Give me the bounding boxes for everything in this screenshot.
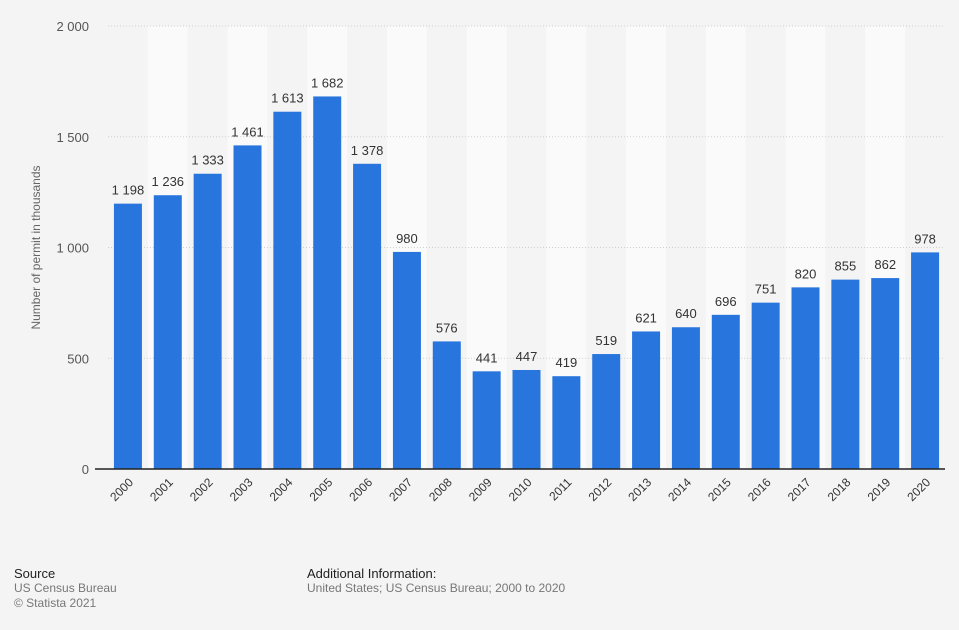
bar-2000 xyxy=(113,203,142,469)
y-tick-label: 1 000 xyxy=(56,241,89,256)
x-tick-label: 2006 xyxy=(346,475,375,504)
bar-2019 xyxy=(871,278,900,469)
data-label: 696 xyxy=(715,294,737,309)
bar-2001 xyxy=(153,195,182,469)
data-label: 862 xyxy=(874,257,896,272)
x-tick-label: 2015 xyxy=(705,475,734,504)
additional-info-block: Additional Information: United States; U… xyxy=(307,566,565,596)
source-block: Source US Census Bureau © Statista 2021 xyxy=(14,566,117,611)
source-heading: Source xyxy=(14,566,56,581)
bar-2004 xyxy=(273,111,302,470)
bar-2008 xyxy=(432,341,461,469)
data-label: 1 236 xyxy=(152,174,185,189)
y-tick-label: 500 xyxy=(67,351,89,366)
x-tick-label: 2009 xyxy=(466,475,495,504)
bar-2007 xyxy=(392,251,421,469)
data-label: 640 xyxy=(675,306,697,321)
data-label: 751 xyxy=(755,282,777,297)
bar-2012 xyxy=(592,354,621,469)
data-label: 1 613 xyxy=(271,91,304,106)
bar-2009 xyxy=(472,371,501,469)
bar-2002 xyxy=(193,173,222,470)
x-tick-label: 2000 xyxy=(107,475,136,504)
data-label: 441 xyxy=(476,350,498,365)
x-tick-label: 2008 xyxy=(426,475,455,504)
data-label: 980 xyxy=(396,231,418,246)
x-tick-label: 2005 xyxy=(307,475,336,504)
data-label: 1 461 xyxy=(231,124,264,139)
data-label: 419 xyxy=(556,355,578,370)
data-label: 820 xyxy=(795,266,817,281)
x-tick-label: 2017 xyxy=(785,475,814,504)
source-text[interactable]: US Census Bureau xyxy=(14,581,117,595)
data-label: 576 xyxy=(436,320,458,335)
bar-2013 xyxy=(632,331,661,469)
bar-2011 xyxy=(552,376,581,469)
y-tick-label: 1 500 xyxy=(56,130,89,145)
data-label: 1 682 xyxy=(311,75,344,90)
x-tick-label: 2003 xyxy=(227,475,256,504)
x-tick-label: 2012 xyxy=(586,475,615,504)
y-axis-label: Number of permit in thousands xyxy=(29,165,43,329)
x-tick-label: 2007 xyxy=(386,475,415,504)
x-tick-label: 2019 xyxy=(865,475,894,504)
data-label: 447 xyxy=(516,349,538,364)
bar-2020 xyxy=(911,252,940,469)
data-label: 1 198 xyxy=(112,183,145,198)
x-tick-label: 2002 xyxy=(187,475,216,504)
y-tick-label: 0 xyxy=(82,462,89,477)
bar-2017 xyxy=(791,287,820,469)
data-label: 855 xyxy=(835,259,857,274)
bar-2016 xyxy=(751,302,780,469)
info-heading: Additional Information: xyxy=(307,566,437,581)
bar-2015 xyxy=(711,314,740,469)
copyright: © Statista 2021 xyxy=(14,596,97,610)
bar-2005 xyxy=(313,96,342,469)
x-tick-label: 2018 xyxy=(825,475,854,504)
bar-2010 xyxy=(512,369,541,469)
data-label: 519 xyxy=(595,333,617,348)
bar-2014 xyxy=(671,327,700,469)
x-tick-label: 2013 xyxy=(625,475,654,504)
x-tick-label: 2020 xyxy=(904,475,933,504)
info-text: United States; US Census Bureau; 2000 to… xyxy=(307,581,566,595)
x-tick-label: 2001 xyxy=(147,475,176,504)
data-label: 1 378 xyxy=(351,143,384,158)
x-tick-label: 2011 xyxy=(546,475,574,503)
bar-2003 xyxy=(233,145,262,470)
data-label: 978 xyxy=(914,231,936,246)
data-label: 1 333 xyxy=(191,153,224,168)
bar-2006 xyxy=(353,163,382,469)
y-tick-label: 2 000 xyxy=(56,19,89,34)
data-label: 621 xyxy=(635,310,657,325)
x-tick-label: 2016 xyxy=(745,475,774,504)
bar-2018 xyxy=(831,279,860,469)
x-tick-label: 2010 xyxy=(506,475,535,504)
x-tick-label: 2004 xyxy=(267,475,296,504)
x-tick-label: 2014 xyxy=(665,475,694,504)
